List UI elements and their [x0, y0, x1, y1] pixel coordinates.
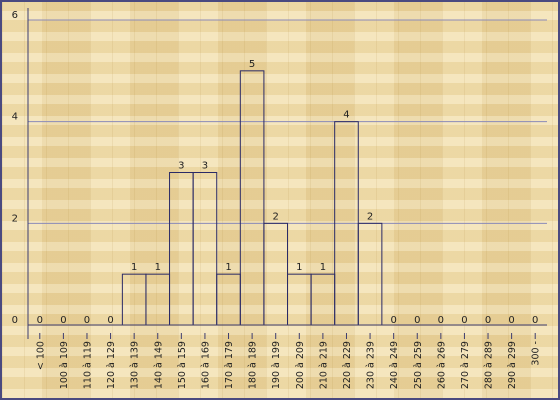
x-tick-label: 120 à 129 [106, 341, 117, 389]
data-label: 0 [508, 315, 514, 326]
data-label: 0 [37, 315, 43, 326]
bar [310, 273, 336, 326]
data-label: 1 [155, 262, 161, 273]
data-label: 0 [461, 315, 467, 326]
bar [263, 222, 288, 326]
x-tick-label: 240 à 249 [389, 341, 400, 389]
y-tick-label: 0 [12, 315, 18, 326]
bar [216, 273, 241, 326]
y-tick-label: 2 [12, 213, 18, 224]
bar [357, 222, 383, 326]
data-label: 1 [225, 262, 231, 273]
bar [287, 273, 312, 326]
y-tick-label: 6 [12, 10, 18, 21]
data-label: 2 [273, 211, 279, 222]
data-label: 0 [84, 315, 90, 326]
x-tick-label: 220 à 229 [342, 341, 353, 389]
data-label: 4 [343, 110, 349, 121]
data-label: 0 [532, 315, 538, 326]
data-label: 0 [60, 315, 66, 326]
x-tick-label: 180 à 189 [248, 341, 259, 389]
bar [169, 172, 194, 326]
x-tick-label: 140 à 149 [153, 341, 164, 389]
x-tick-label: 160 à 169 [200, 341, 211, 389]
data-label: 3 [178, 161, 184, 172]
data-label: 1 [320, 262, 326, 273]
x-tick-label: 100 à 109 [59, 341, 70, 389]
labels: 0 2 4 6 0 < 100 0 100 à 109 0 110 à 119 0 120 à 129… [12, 10, 542, 389]
x-tick-label: 260 à 269 [436, 341, 447, 389]
data-label: 1 [131, 262, 137, 273]
x-tick-label: 250 à 259 [413, 341, 424, 389]
data-label: 0 [107, 315, 113, 326]
data-label: 0 [414, 315, 420, 326]
x-tick-label: 300 - [531, 341, 542, 366]
y-tick-label: 4 [12, 112, 18, 123]
x-tick-label: 270 à 279 [460, 341, 471, 389]
data-label: 1 [296, 262, 302, 273]
bar [121, 273, 147, 326]
x-tick-label: 110 à 119 [82, 341, 93, 389]
x-tick-label: 210 à 219 [318, 341, 329, 389]
x-tick-label: 190 à 199 [271, 341, 282, 389]
x-tick-label: 200 à 209 [295, 341, 306, 389]
data-label: 2 [367, 211, 373, 222]
x-tick-label: 230 à 239 [366, 341, 377, 389]
x-tick-label: 170 à 179 [224, 341, 235, 389]
data-label: 5 [249, 59, 255, 70]
x-tick-label: < 100 [35, 341, 46, 370]
bar [192, 172, 218, 326]
bar [239, 70, 265, 326]
x-tick-label: 280 à 289 [484, 341, 495, 389]
data-label: 0 [390, 315, 396, 326]
x-tick-label: 290 à 299 [507, 341, 518, 389]
axes [27, 8, 547, 339]
data-label: 3 [202, 161, 208, 172]
data-label: 0 [438, 315, 444, 326]
data-label: 0 [485, 315, 491, 326]
x-tick-label: 130 à 139 [130, 341, 141, 389]
bar [145, 273, 171, 326]
x-tick-label: 150 à 159 [177, 341, 188, 389]
